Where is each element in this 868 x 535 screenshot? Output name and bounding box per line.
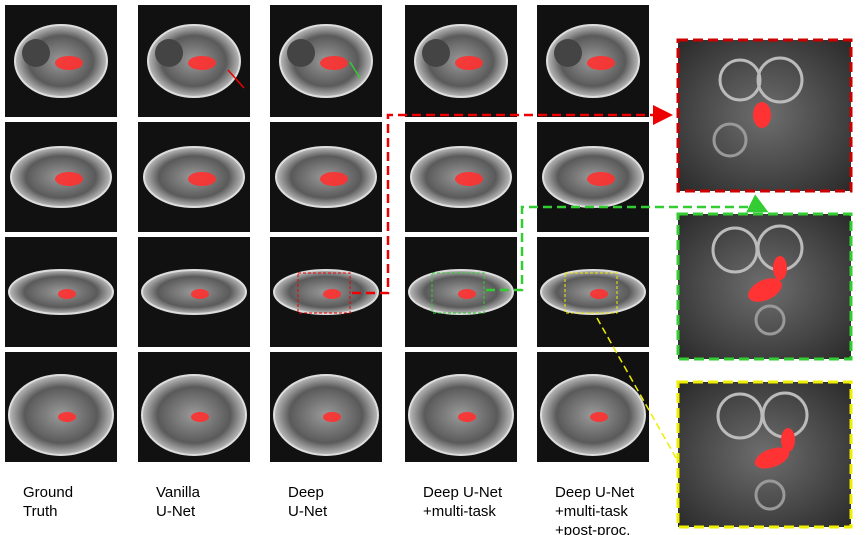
segmentation [58,412,76,422]
column-label: Deep U-Net [555,484,635,501]
organ [422,39,450,67]
organ [22,39,50,67]
mri-image [537,5,649,117]
segmentation [587,56,615,70]
segmentation [191,289,209,299]
column-label: Ground [23,484,73,501]
organ [155,39,183,67]
segmentation [320,172,348,186]
image-grid [5,5,649,462]
segmentation [55,56,83,70]
zoom-panels [676,38,853,529]
mri-image [405,352,517,462]
mri-image [270,237,382,347]
mri-image [138,122,250,232]
mri-image [537,352,649,462]
segmentation [455,56,483,70]
mri-image [138,237,250,347]
mri-image [405,237,517,347]
connectors [227,61,769,459]
column-label: U-Net [288,503,328,520]
mri-image [5,5,117,117]
column-label: +multi-task [555,503,628,520]
column-label: +post-proc. [555,522,630,535]
column-labels: Ground Truth Vanilla U-Net Deep U-Net Deep U-N… [23,484,635,535]
segmentation [320,56,348,70]
column-label: Deep [288,484,324,501]
mri-image [270,352,382,462]
segmentation [455,172,483,186]
segmentation [323,412,341,422]
segmentation [191,412,209,422]
mri-image [138,352,250,462]
segmentation [590,412,608,422]
mri-image [270,122,382,232]
column-label: U-Net [156,503,196,520]
column-label: +multi-task [423,503,496,520]
segmentation [590,289,608,299]
column-label: Deep U-Net [423,484,503,501]
organ [287,39,315,67]
mri-image [270,5,382,117]
segmentation [458,412,476,422]
column-label: Truth [23,503,57,520]
segmentation [58,289,76,299]
mri-image [537,122,649,232]
mri-image [5,237,117,347]
mri-image [5,122,117,232]
zoom-yellow [676,380,853,529]
mri-image [537,237,649,347]
mri-image [405,5,517,117]
segmentation [188,172,216,186]
organ [554,39,582,67]
segmentation [323,289,341,299]
segmentation [587,172,615,186]
mri-image [138,5,250,117]
segmentation [188,56,216,70]
column-label: Vanilla [156,484,201,501]
segmentation [55,172,83,186]
segmentation [458,289,476,299]
mri-image [405,122,517,232]
zoom-green [676,212,853,361]
mri-image [5,352,117,462]
zoom-red [676,38,853,193]
